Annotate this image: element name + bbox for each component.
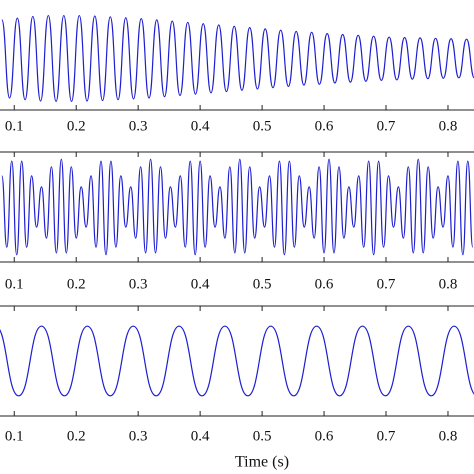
x-tick-label: 0.2 — [67, 118, 86, 134]
x-tick-label: 0.1 — [5, 118, 24, 134]
x-tick-label: 0.8 — [439, 428, 458, 444]
x-tick-label: 0.5 — [253, 118, 272, 134]
signal-line — [1, 158, 474, 256]
x-tick-label: 0.4 — [191, 428, 210, 444]
x-tick-label: 0.2 — [67, 428, 86, 444]
x-tick-label: 0.8 — [439, 118, 458, 134]
x-tick-label: 0.5 — [253, 276, 272, 292]
x-tick-label: 0.6 — [315, 118, 334, 134]
x-tick-label: 0.5 — [253, 428, 272, 444]
x-tick-label: 0.4 — [191, 276, 210, 292]
x-tick-label: 0.8 — [439, 276, 458, 292]
x-tick-label: 0.7 — [377, 118, 396, 134]
x-tick-label: 0.3 — [129, 118, 148, 134]
x-tick-label: 0.2 — [67, 276, 86, 292]
x-axis-label: Time (s) — [235, 454, 289, 471]
x-tick-label: 0.7 — [377, 276, 396, 292]
x-tick-label: 0.7 — [377, 428, 396, 444]
signal-line — [1, 14, 474, 103]
x-tick-label: 0.1 — [5, 276, 24, 292]
x-tick-label: 0.3 — [129, 276, 148, 292]
x-tick-label: 0.1 — [5, 428, 24, 444]
x-tick-label: 0.3 — [129, 428, 148, 444]
x-tick-label: 0.6 — [315, 428, 334, 444]
x-tick-label: 0.6 — [315, 276, 334, 292]
signal-line — [0, 325, 474, 397]
x-tick-label: 0.4 — [191, 118, 210, 134]
